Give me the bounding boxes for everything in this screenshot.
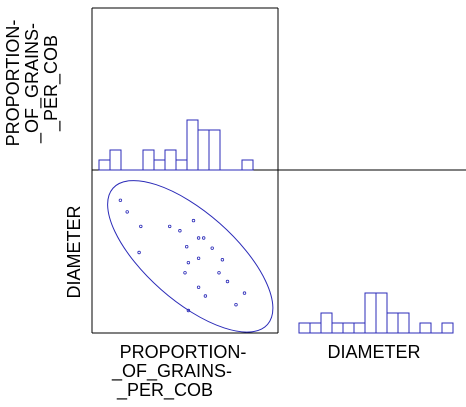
proportion-hist-bar-11 bbox=[208, 129, 221, 171]
proportion-hist-bar-7 bbox=[164, 149, 177, 171]
x-label-proportion: PROPORTION- _OF_GRAINS- _PER_COB bbox=[111, 342, 246, 401]
diameter-hist-bar-12 bbox=[419, 322, 432, 334]
diameter-hist-bar-8 bbox=[375, 292, 388, 334]
x-label-diameter: DIAMETER bbox=[327, 342, 420, 362]
diameter-hist-bar-14 bbox=[441, 322, 454, 334]
diameter-hist-bar-10 bbox=[397, 312, 410, 334]
diameter-hist-bar-1 bbox=[298, 322, 311, 334]
proportion-hist-bar-1 bbox=[98, 159, 111, 171]
diameter-hist-bar-7 bbox=[364, 292, 377, 334]
scatter-point-18 bbox=[203, 294, 208, 298]
y-label-line-1: PROPORTION- bbox=[3, 20, 23, 147]
scatter-point-12 bbox=[186, 260, 191, 265]
diameter-hist-bar-6 bbox=[353, 322, 366, 334]
proportion-hist-bar-5 bbox=[142, 149, 155, 171]
histogram-proportion bbox=[98, 119, 254, 171]
y-label-diameter: DIAMETER bbox=[64, 205, 84, 298]
scatter-point-17 bbox=[225, 279, 230, 284]
scatter-point-16 bbox=[183, 271, 187, 275]
y-label-proportion: PROPORTION- _OF_GRAINS- _PER_COB bbox=[3, 20, 62, 147]
scatter-point-5 bbox=[137, 250, 141, 255]
scatter-point-2 bbox=[125, 210, 129, 214]
diameter-hist-bar-3 bbox=[320, 312, 333, 334]
y-label-line-2: _OF_GRAINS- bbox=[22, 23, 43, 144]
diameter-hist-bar-4 bbox=[331, 322, 344, 334]
y-label-diameter-text: DIAMETER bbox=[64, 205, 84, 298]
scatter-point-20 bbox=[242, 291, 247, 295]
proportion-hist-bar-8 bbox=[175, 159, 188, 171]
scatter-point-13 bbox=[220, 258, 225, 262]
diameter-hist-bar-9 bbox=[386, 312, 399, 334]
y-label-line-3: _PER_COB bbox=[41, 35, 62, 132]
scatter-point-3 bbox=[139, 224, 143, 229]
scatter-panel bbox=[107, 180, 274, 333]
scatter-point-8 bbox=[184, 244, 189, 249]
scatter-point-4 bbox=[167, 224, 172, 229]
scatter-point-11 bbox=[196, 256, 201, 260]
x-label-line-1: PROPORTION- bbox=[120, 342, 247, 362]
scatter-point-7 bbox=[178, 229, 182, 233]
scatter-point-9 bbox=[196, 236, 201, 240]
proportion-hist-bar-14 bbox=[241, 159, 254, 171]
histogram-diameter bbox=[298, 292, 454, 334]
scatter-point-19 bbox=[196, 285, 201, 289]
concentration-ellipse bbox=[107, 180, 274, 333]
diameter-hist-bar-2 bbox=[309, 322, 322, 334]
scatter-point-22 bbox=[186, 308, 191, 313]
proportion-hist-bar-2 bbox=[109, 149, 122, 171]
scatter-point-21 bbox=[234, 303, 238, 307]
proportion-hist-bar-6 bbox=[153, 159, 166, 171]
proportion-hist-bar-10 bbox=[197, 129, 210, 171]
x-label-line-3: _PER_COB bbox=[116, 380, 213, 401]
diameter-hist-bar-5 bbox=[342, 322, 355, 334]
scatter-point-6 bbox=[191, 218, 196, 223]
x-label-line-2: _OF_GRAINS- bbox=[111, 361, 232, 382]
scatter-point-15 bbox=[210, 246, 214, 250]
scatter-point-14 bbox=[217, 271, 221, 275]
proportion-hist-bar-9 bbox=[186, 119, 199, 171]
scatter-point-10 bbox=[201, 236, 206, 240]
scatter-point-1 bbox=[118, 198, 123, 202]
